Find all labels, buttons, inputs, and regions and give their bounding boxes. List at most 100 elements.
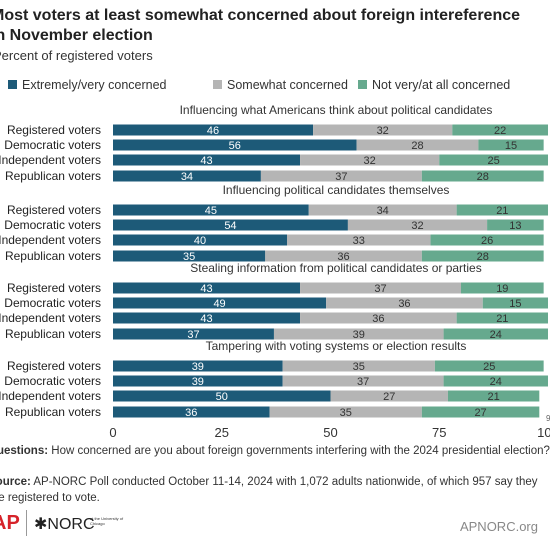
questions-note: Questions: How concerned are you about f… (0, 445, 550, 457)
bar-segment (269, 406, 422, 418)
value-label: 21 (488, 391, 500, 403)
bar-segment (113, 204, 309, 216)
bar-segment (282, 360, 435, 372)
value-label: 32 (364, 155, 376, 167)
value-label: 25 (488, 155, 500, 167)
value-label: 27 (383, 391, 395, 403)
legend-label: Somewhat concerned (227, 78, 348, 92)
bar-segment (113, 375, 283, 387)
bar-segment (113, 312, 301, 324)
category-label: Democratic voters (4, 374, 101, 388)
value-label: 15 (509, 298, 521, 310)
value-label: 28 (477, 251, 489, 263)
value-label: 56 (229, 140, 241, 152)
bar-segment (456, 204, 548, 216)
bar-segment (478, 139, 544, 151)
category-label: Republican voters (5, 169, 101, 183)
bar-segment (113, 154, 301, 166)
bar-segment (439, 154, 548, 166)
value-label: 24 (490, 329, 502, 341)
bar-segment (452, 124, 548, 136)
value-label: 54 (224, 220, 236, 232)
bar-segment (113, 297, 327, 309)
x-tick-label: 75 (432, 425, 446, 440)
value-label: 37 (187, 329, 199, 341)
value-label: 28 (411, 140, 423, 152)
bar-segment (434, 360, 544, 372)
bar-segment (260, 170, 422, 182)
corner-label: 9 (546, 414, 550, 423)
bar-segment (113, 219, 348, 231)
value-label: 32 (411, 220, 423, 232)
legend-swatch (358, 80, 367, 89)
x-tick-label: 50 (323, 425, 337, 440)
bar-segment (443, 375, 548, 387)
value-label: 50 (216, 391, 228, 403)
value-label: 39 (192, 361, 204, 373)
bar-segment (447, 390, 540, 402)
site-url: APNORC.org (459, 519, 538, 534)
chart-subtitle: Percent of registered voters (0, 48, 153, 63)
bar-segment (456, 312, 548, 324)
value-label: 45 (205, 205, 217, 217)
logo-norc: ✱NORC (34, 516, 95, 533)
value-label: 49 (213, 298, 225, 310)
bar-segment (113, 170, 261, 182)
bar-segment (113, 124, 314, 136)
value-label: 21 (496, 205, 508, 217)
bar-segment (113, 139, 357, 151)
bar-segment (487, 219, 544, 231)
value-label: 40 (194, 235, 206, 247)
bar-segment (421, 250, 544, 262)
value-label: 24 (490, 376, 502, 388)
bar-segment (287, 234, 431, 246)
value-label: 21 (496, 313, 508, 325)
norc-tagline: at the University of Chicago (90, 516, 124, 526)
value-label: 43 (200, 283, 212, 295)
value-label: 37 (335, 171, 347, 183)
value-label: 13 (509, 220, 521, 232)
chart-title: Most voters at least somewhat concerned … (0, 7, 521, 44)
value-label: 26 (481, 235, 493, 247)
value-label: 35 (183, 251, 195, 263)
x-tick-label: 25 (215, 425, 229, 440)
logo-norc-text: NORC (47, 516, 95, 533)
source-text: AP-NORC Poll conducted October 11-14, 20… (0, 476, 538, 504)
bar-segment (482, 297, 548, 309)
chart: Extremely/very concerned Somewhat concern… (0, 78, 550, 440)
bar-segment (273, 328, 444, 340)
category-label: Independent voters (0, 389, 101, 403)
value-label: 37 (374, 283, 386, 295)
value-label: 46 (207, 125, 219, 137)
bar-segment (443, 328, 548, 340)
category-label: Registered voters (7, 123, 101, 137)
value-label: 39 (192, 376, 204, 388)
questions-text: How concerned are you about foreign gove… (51, 445, 550, 457)
value-label: 36 (337, 251, 349, 263)
value-label: 33 (353, 235, 365, 247)
category-label: Independent voters (0, 233, 101, 247)
bar-segment (282, 375, 444, 387)
questions-label: Questions: (0, 445, 49, 457)
source-label: Source: (0, 476, 31, 488)
category-label: Democratic voters (4, 138, 101, 152)
bar-segment (300, 312, 457, 324)
bar-segment (113, 250, 266, 262)
bar-segment (113, 406, 270, 418)
category-label: Registered voters (7, 281, 101, 295)
bar-segment (430, 234, 544, 246)
group-title: Tampering with voting systems or electio… (206, 339, 467, 353)
x-tick-label: 100 (537, 425, 550, 440)
legend-label: Not very/at all concerned (372, 78, 510, 92)
bar-segment (326, 297, 483, 309)
bar-segment (308, 204, 457, 216)
bar-segment (265, 250, 422, 262)
bar-segment (421, 170, 544, 182)
bar-segment (421, 406, 540, 418)
group-title: Influencing what Americans think about p… (180, 103, 493, 117)
value-label: 27 (474, 407, 486, 419)
value-label: 22 (494, 125, 506, 137)
value-label: 43 (200, 313, 212, 325)
value-label: 34 (181, 171, 193, 183)
